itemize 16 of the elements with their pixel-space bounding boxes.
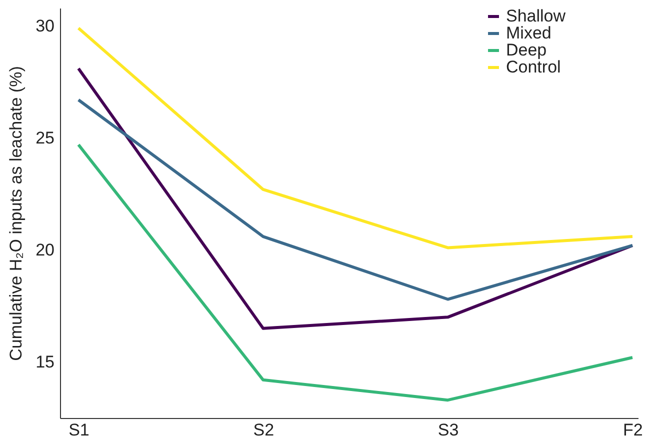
line-series bbox=[76, 26, 634, 250]
legend-label: Control bbox=[506, 58, 561, 76]
line-series bbox=[76, 143, 634, 402]
y-axis-title: Cumulative H₂O inputs as leachate (%) bbox=[6, 66, 26, 361]
y-tick-label: 30 bbox=[36, 16, 54, 36]
x-tick-label: S2 bbox=[253, 420, 274, 440]
x-tick-label: S1 bbox=[68, 420, 90, 440]
x-tick-label: S3 bbox=[438, 420, 459, 440]
line-series bbox=[76, 98, 634, 301]
legend-label: Deep bbox=[506, 40, 547, 60]
legend-label: Mixed bbox=[506, 24, 552, 42]
y-tick-label: 20 bbox=[36, 240, 54, 260]
y-tick-label: 25 bbox=[36, 128, 54, 148]
x-tick-label: F2 bbox=[623, 420, 643, 440]
legend-label: Shallow bbox=[506, 6, 566, 26]
y-tick-label: 15 bbox=[36, 352, 54, 372]
